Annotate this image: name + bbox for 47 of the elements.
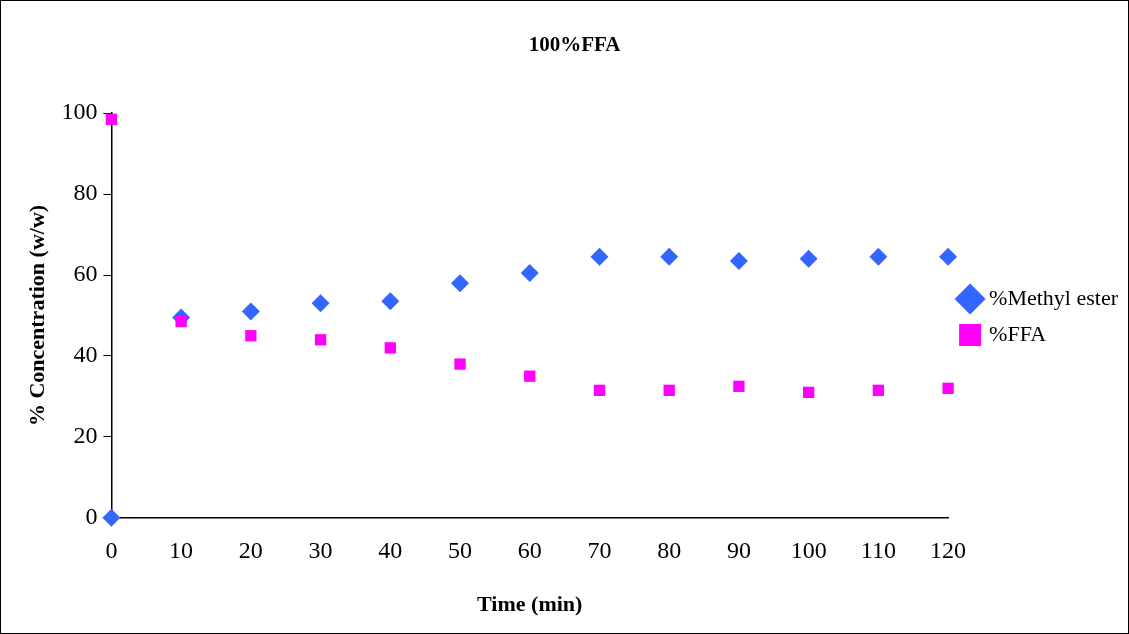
x-tick-label: 100 (790, 537, 827, 564)
y-tick-label: 0 (85, 503, 98, 530)
point (314, 334, 327, 346)
y-tick-label: 40 (73, 341, 98, 368)
point (384, 342, 396, 354)
y-tick-label: 60 (73, 260, 98, 287)
point (729, 251, 748, 270)
point (381, 292, 400, 311)
point (524, 370, 536, 382)
point (663, 384, 675, 397)
point (869, 247, 888, 266)
x-tick-label: 10 (169, 537, 194, 564)
point (454, 358, 466, 370)
point (520, 264, 539, 283)
x-tick-label: 110 (860, 537, 896, 564)
legend-label: %FFA (989, 320, 1047, 346)
point (872, 384, 885, 397)
legend-label: %Methyl ester (989, 284, 1119, 310)
x-tick-label: 20 (238, 537, 263, 564)
point (245, 330, 257, 342)
point (102, 508, 121, 527)
point (939, 247, 958, 266)
chart-title: 100%FFA (528, 32, 622, 57)
point (311, 294, 330, 313)
point (241, 302, 260, 321)
x-tick-label: 70 (587, 537, 612, 564)
point (660, 247, 679, 266)
point (942, 382, 954, 394)
y-axis-title: % Concentration (w/w) (23, 204, 49, 427)
point (451, 274, 470, 293)
x-tick-label: 50 (448, 537, 473, 564)
y-tick-label: 80 (73, 179, 98, 206)
x-tick-label: 120 (930, 537, 967, 564)
x-tick-label: 60 (517, 537, 542, 564)
x-tick-label: 0 (105, 537, 118, 564)
point (802, 386, 815, 399)
x-tick-label: 80 (657, 537, 682, 564)
point (799, 249, 818, 268)
y-tick-label: 20 (73, 422, 98, 449)
x-tick-label: 30 (308, 537, 333, 564)
x-tick-label: 40 (378, 537, 403, 564)
point (733, 380, 745, 392)
y-tick-label: 100 (61, 98, 98, 125)
point (590, 247, 609, 266)
x-axis-title: Time (min) (477, 591, 583, 617)
x-tick-label: 90 (726, 537, 751, 564)
point (593, 384, 606, 397)
